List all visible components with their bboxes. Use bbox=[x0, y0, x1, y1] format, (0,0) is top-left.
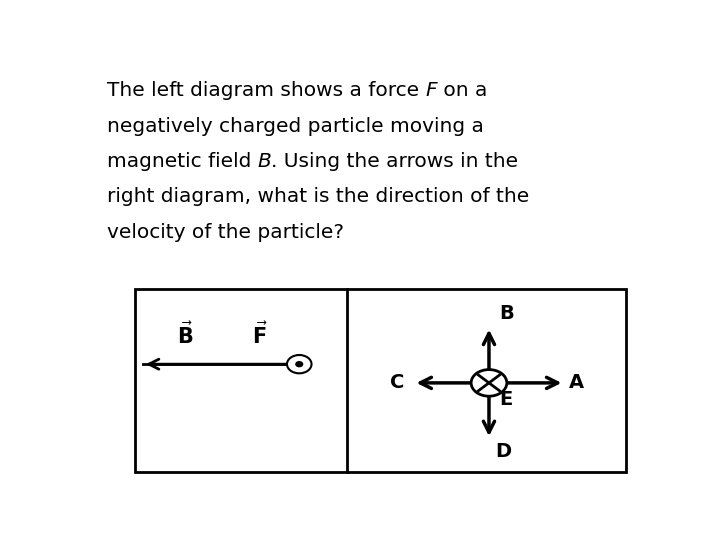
Text: The left diagram shows a force: The left diagram shows a force bbox=[107, 82, 426, 100]
Text: right diagram, what is the direction of the: right diagram, what is the direction of … bbox=[107, 187, 529, 206]
Text: B: B bbox=[499, 303, 514, 322]
Text: magnetic field: magnetic field bbox=[107, 152, 258, 171]
Circle shape bbox=[296, 362, 302, 367]
Text: negatively charged particle moving a: negatively charged particle moving a bbox=[107, 117, 484, 136]
Text: B: B bbox=[258, 152, 271, 171]
Circle shape bbox=[287, 355, 312, 373]
Text: E: E bbox=[499, 390, 512, 409]
Text: on a: on a bbox=[437, 82, 487, 100]
Text: C: C bbox=[390, 373, 405, 392]
FancyBboxPatch shape bbox=[135, 289, 626, 472]
Text: A: A bbox=[569, 373, 584, 392]
Text: F: F bbox=[426, 82, 437, 100]
Text: . Using the arrows in the: . Using the arrows in the bbox=[271, 152, 518, 171]
Text: D: D bbox=[495, 442, 512, 461]
Circle shape bbox=[471, 369, 507, 396]
Text: $\vec{\mathbf{B}}$: $\vec{\mathbf{B}}$ bbox=[176, 322, 193, 348]
Text: $\vec{\mathbf{F}}$: $\vec{\mathbf{F}}$ bbox=[252, 322, 268, 348]
Text: velocity of the particle?: velocity of the particle? bbox=[107, 223, 343, 242]
